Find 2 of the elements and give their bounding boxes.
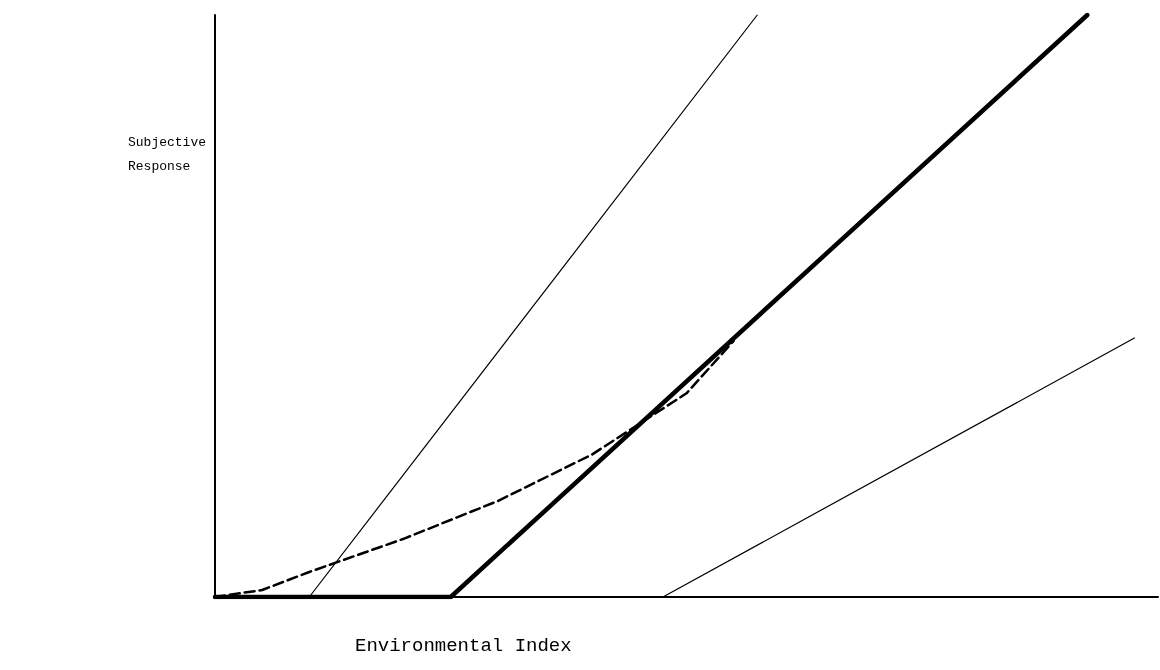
y-axis-title: Subjective Response — [128, 134, 207, 174]
x-axis-title: Environmental Index — [355, 634, 572, 657]
